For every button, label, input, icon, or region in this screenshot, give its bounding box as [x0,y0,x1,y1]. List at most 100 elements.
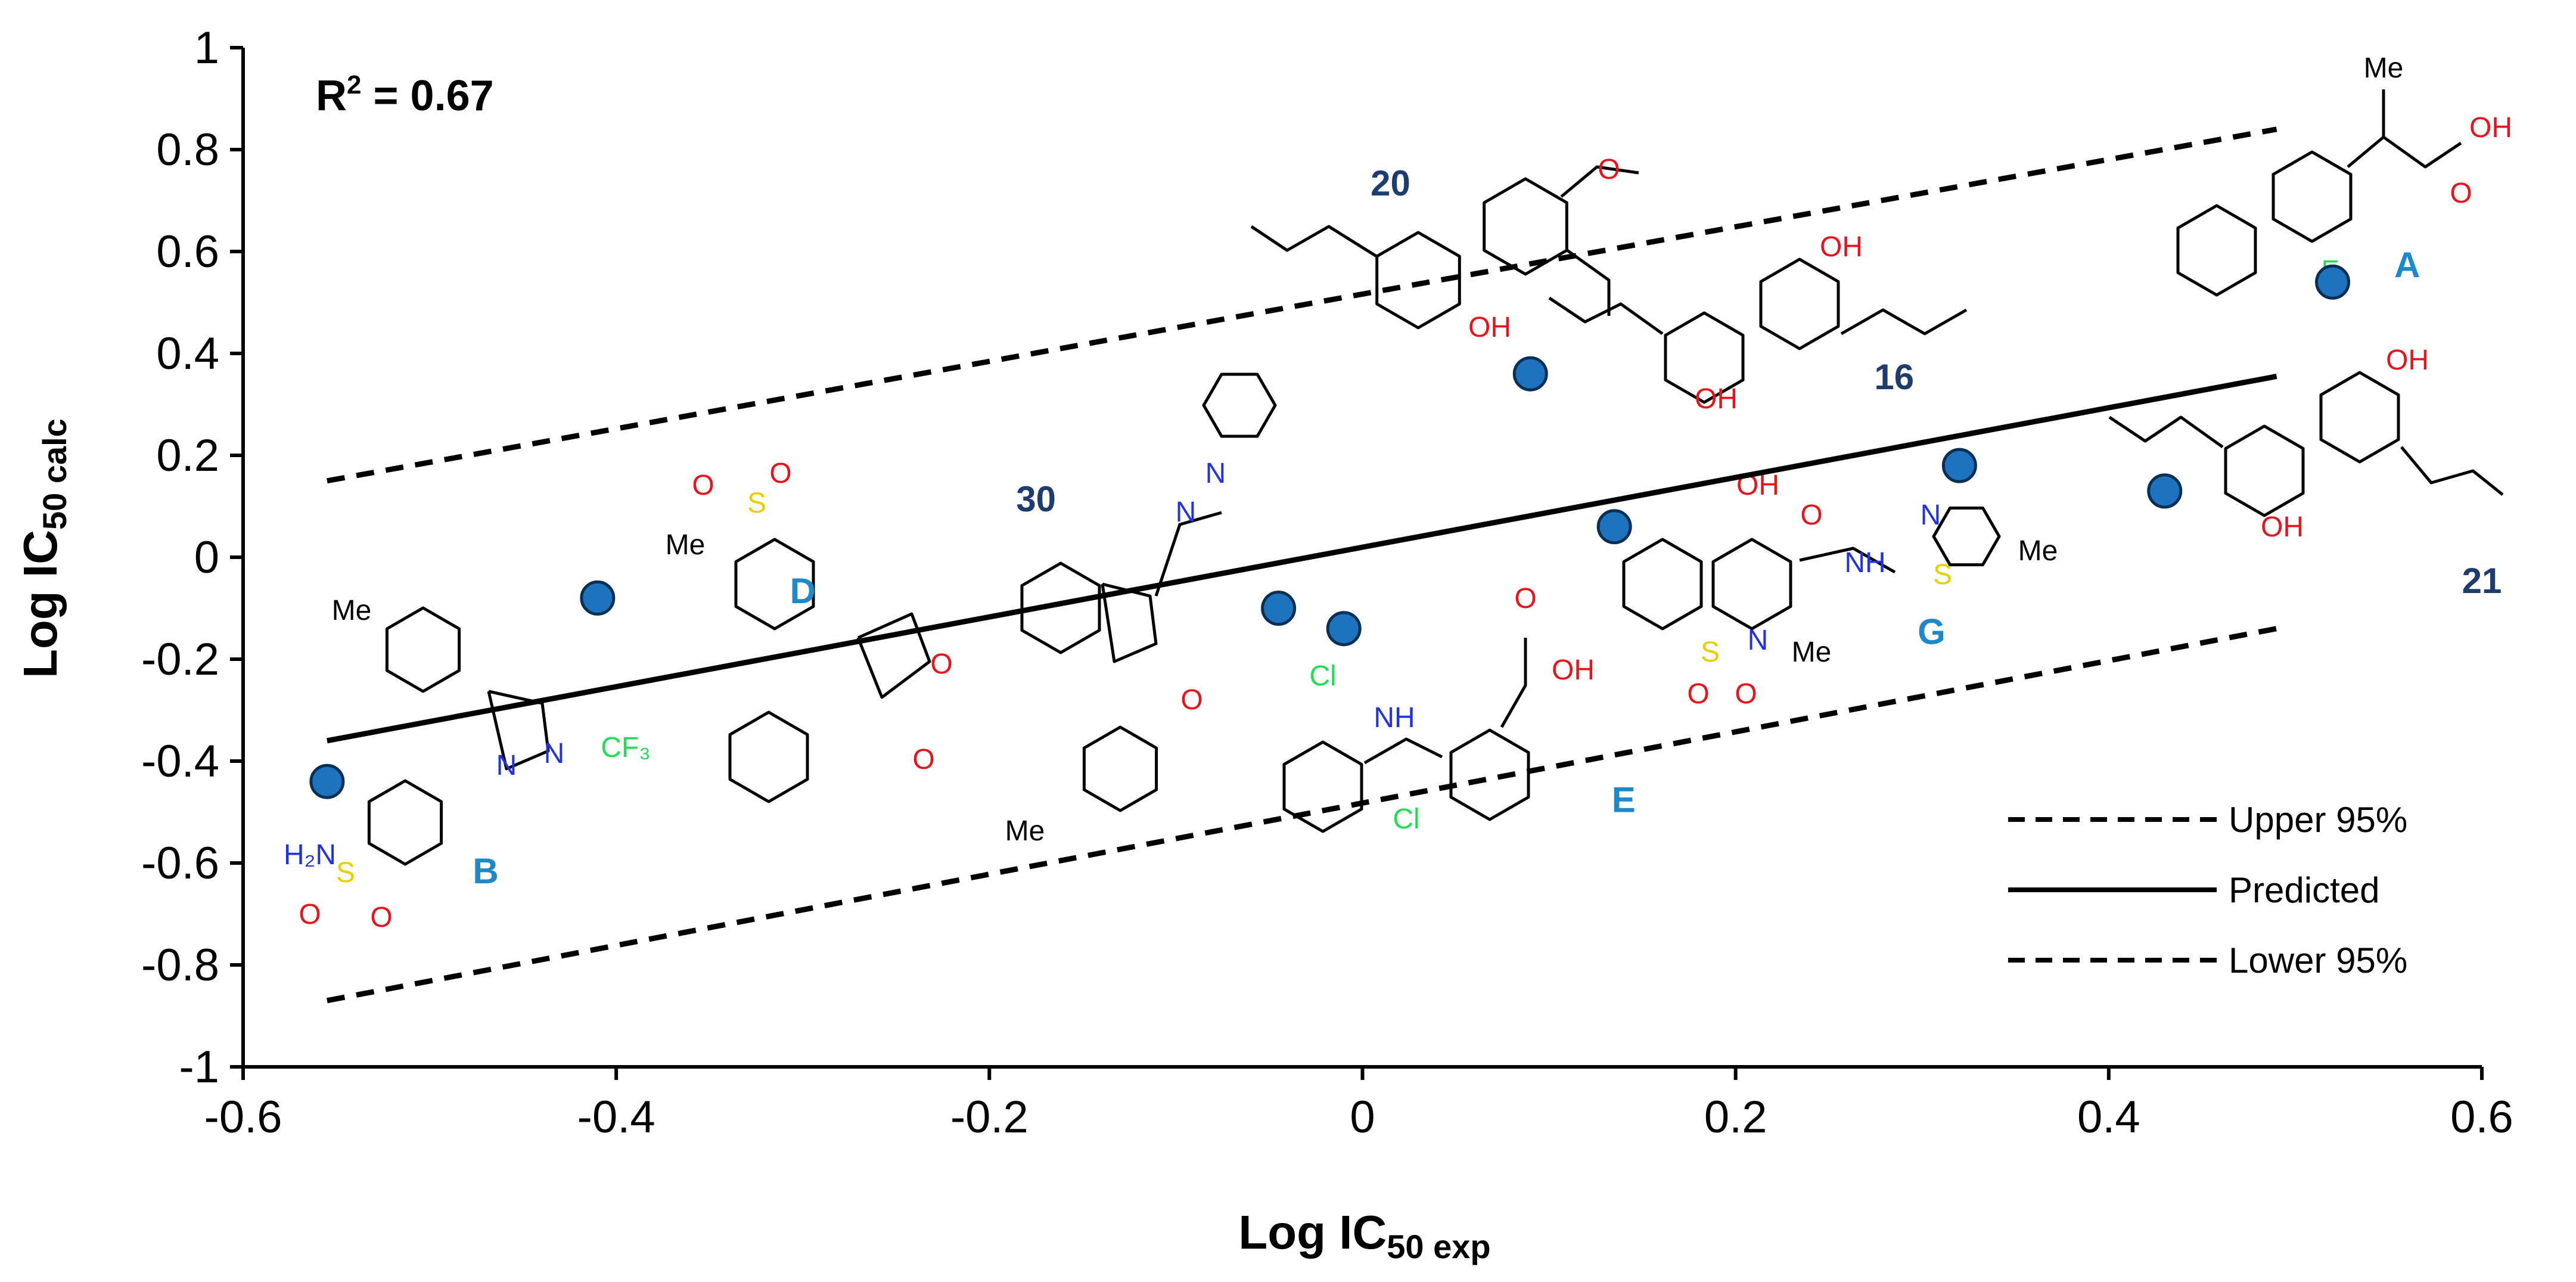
compound-label-d: D [790,571,816,611]
structure-e-carbonyl: O [1514,583,1536,614]
structure-e-ring [1449,728,1530,821]
predicted-line [327,374,2277,744]
structure-a-acid-bond [2382,135,2462,169]
data-point [309,763,345,799]
r-squared-annotation: R2 = 0.67 [316,70,494,120]
structure-e-chlorine: Cl [1309,660,1336,692]
structure-g-thiazole-nitrogen: N [1921,499,1941,531]
structure-20-ring [1375,231,1461,330]
structure-d-ring-oxygen: O [930,648,952,680]
structure-g-nitrogen: N [1748,625,1769,656]
y-tick-label: 0.4 [156,328,219,379]
legend-label-predicted: Predicted [2229,870,2379,910]
compound-label-16: 16 [1874,357,1914,397]
data-point [1512,356,1548,392]
structure-g-amide-nitrogen: NH [1844,547,1885,579]
structure-16-ring [1759,257,1840,350]
structure-b-oxygen: O [370,902,392,933]
data-point [1596,509,1632,545]
structure-30-benzoyl-ring [1082,725,1158,812]
structure-20-hydroxyl: OH [1468,312,1511,343]
structure-b-oxygen: O [299,899,321,930]
compound-label-30: 30 [1016,479,1056,519]
x-axis-title: Log IC50 exp [1238,1206,1490,1265]
axes: 10.80.60.40.20-0.2-0.4-0.6-0.8-1-0.6 -0.4… [141,23,2513,1143]
structure-30-methyl: Me [1005,815,1045,847]
structure-b-ring [367,779,443,866]
structure-g-sulfur: S [1701,637,1720,668]
structure-g-thiazole-sulfur: S [1933,559,1952,591]
structure-e-hydroxyl: OH [1552,654,1595,686]
data-point [2147,473,2183,509]
structure-a-ring [2176,204,2257,297]
structure-a-ring [2272,150,2353,243]
structure-e-amine-bond [1363,737,1443,765]
structure-21-propenyl [2400,446,2504,496]
y-tick-label: 0.2 [156,430,219,481]
legend-label-lower-95: Lower 95% [2229,940,2407,980]
y-tick-label: 0.8 [156,125,219,175]
data-point [1326,611,1362,647]
structure-21-allyl [2108,415,2224,449]
x-tick-label: 0.4 [2077,1092,2140,1143]
y-tick-label: -0.8 [141,940,219,991]
y-tick-label: -0.6 [141,838,219,889]
x-tick-label: 0 [1350,1092,1375,1143]
x-tick-label: -0.2 [950,1092,1028,1143]
structure-e-ring [1282,740,1363,833]
structure-g-thiazole-methyl: Me [2018,535,2058,567]
legend-label-upper-95: Upper 95% [2229,800,2407,840]
structure-e-acid-bond [1500,638,1527,728]
legend: Upper 95% Predicted Lower 95% [2008,800,2407,980]
structure-a-carbonyl: O [2450,178,2472,209]
y-tick-label: 0.6 [156,226,219,277]
structure-b-trifluoromethyl: CF₃ [601,732,651,763]
structure-16-ring [1664,311,1745,404]
y-tick-label: -0.4 [141,736,219,787]
structure-20-allyl [1250,225,1378,258]
structure-21-ring [2319,371,2400,464]
structure-30-nitrogen: N [1205,458,1226,489]
structure-g-carbonyl: O [1800,499,1822,531]
structure-b-ring [385,606,461,693]
structure-d-ring [734,538,815,631]
data-point [1261,591,1297,626]
structure-b-methyl: Me [332,595,372,626]
structure-g-thiazole [1932,506,2001,567]
structure-30-carbonyl: O [1180,684,1202,716]
y-tick-label: -0.2 [141,634,219,685]
structure-a-methyl: Me [2364,52,2404,84]
compound-label-21: 21 [2462,561,2502,601]
structure-d-furanone [856,612,931,699]
data-point [580,580,616,616]
x-tick-label: -0.4 [577,1092,655,1143]
structure-g-methyl: Me [1792,637,1832,668]
structure-30-triazole [1202,373,1277,438]
structure-d-oxygen: O [769,458,791,489]
lower-95-line [327,626,2277,1004]
compound-label-20: 20 [1371,163,1410,203]
structure-16-propyl [1548,296,1664,336]
structure-16-hydroxyl: OH [1695,383,1738,415]
structure-g-oxygen: O [1735,678,1757,710]
structure-a-methyl-bond [2347,89,2385,168]
regression-lines [327,126,2277,1004]
structure-b-amine: H₂N [284,839,336,871]
compound-label-a: A [2394,245,2420,285]
structure-a-hydroxyl: OH [2469,112,2512,144]
structure-e-chlorine: Cl [1393,803,1419,835]
y-tick-label: 1 [194,23,219,73]
structure-b-pyrazole [487,690,550,771]
compound-label-b: B [473,851,498,891]
x-tick-label: 0.2 [1704,1092,1767,1143]
structure-d-methyl: Me [666,529,706,561]
structure-b-nitrogen: N [496,750,517,781]
y-axis-title: Log IC50 calc [14,418,73,678]
structure-b-nitrogen: N [544,738,565,769]
structure-30-ring [1020,561,1101,654]
structure-21-hydroxyl: OH [2386,344,2429,376]
structure-e-amine: NH [1374,702,1415,734]
x-tick-label: 0.6 [2450,1092,2513,1143]
structure-d-oxygen: O [692,470,714,501]
